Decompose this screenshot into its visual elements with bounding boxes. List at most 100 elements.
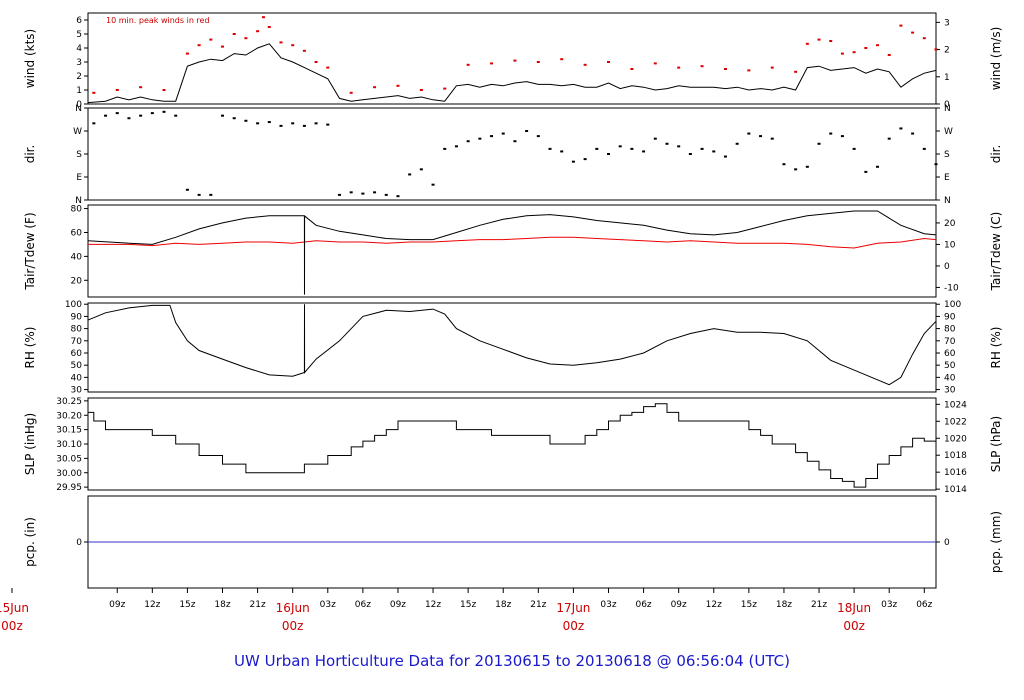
x-hour-tick-label: 09z — [109, 600, 125, 610]
dir-series-0-point — [840, 135, 844, 138]
x-hour-tick-label: 15z — [741, 600, 757, 610]
x-hour-tick-label: 03z — [600, 600, 616, 610]
rh-left-tick-label: 100 — [65, 300, 82, 310]
rh-left-tick-label: 70 — [71, 337, 83, 347]
wind-series-1-point — [876, 44, 880, 47]
x-hour-tick-label: 03z — [320, 600, 336, 610]
dir-series-0-point — [373, 191, 377, 194]
dir-series-0-point — [548, 147, 552, 150]
dir-series-0-point — [279, 124, 283, 127]
dir-series-0-point — [876, 165, 880, 168]
dir-series-0-point — [887, 137, 891, 140]
wind-series-1-point — [197, 44, 201, 47]
wind-series-1-point — [490, 62, 494, 65]
wind-left-tick-label: 4 — [76, 44, 82, 54]
rh-left-tick-label: 30 — [71, 386, 83, 396]
dir-series-0-point — [595, 147, 599, 150]
wind-series-1-point — [934, 48, 938, 51]
dir-series-0-point — [899, 127, 903, 130]
dir-series-0-point — [852, 147, 856, 150]
x-day-label: 15Jun — [0, 601, 29, 615]
dir-left-tick-label: E — [76, 173, 82, 183]
rh-right-tick-label: 100 — [944, 300, 961, 310]
rh-right-tick-label: 70 — [944, 337, 956, 347]
x-hour-tick-label: 06z — [635, 600, 651, 610]
dir-series-0-point — [197, 193, 201, 196]
wind-series-1-point — [864, 47, 868, 49]
pcp-ylabel-right: pcp. (mm) — [989, 511, 1003, 573]
dir-series-0-point — [384, 193, 388, 196]
rh-left-tick-label: 50 — [71, 361, 83, 371]
x-hour-tick-label: 12z — [144, 600, 160, 610]
dir-series-0-point — [571, 160, 575, 163]
temp-left-tick-label: 40 — [71, 252, 83, 262]
dir-series-0-point — [349, 191, 353, 194]
slp-left-tick-label: 30.00 — [56, 469, 82, 479]
x-hour-tick-label: 06z — [916, 600, 932, 610]
dir-series-0-point — [618, 145, 622, 148]
rh-right-tick-label: 50 — [944, 361, 956, 371]
x-day-label: 17Jun — [556, 601, 590, 615]
wind-series-1-point — [852, 51, 856, 54]
dir-series-0-point — [127, 117, 131, 120]
temp-ylabel-right: Tair/Tdew (C) — [989, 212, 1003, 292]
dir-series-0-point — [560, 150, 564, 153]
temp-left-tick-label: 20 — [71, 276, 83, 286]
dir-series-0-point — [244, 119, 248, 122]
dir-right-tick-label: N — [944, 104, 951, 114]
wind-series-1-point — [840, 52, 844, 55]
temp-right-tick-label: 0 — [944, 262, 950, 272]
dir-series-0-point — [700, 147, 704, 150]
rh-ylabel-left: RH (%) — [23, 327, 37, 369]
slp-ylabel-right: SLP (hPa) — [989, 416, 1003, 472]
wind-left-tick-label: 1 — [76, 86, 82, 96]
temp-left-tick-label: 60 — [71, 228, 83, 238]
wind-series-1-point — [794, 70, 798, 73]
slp-right-tick-label: 1018 — [944, 451, 967, 461]
dir-series-0-point — [864, 170, 868, 173]
dir-panel-frame — [87, 107, 937, 201]
dir-series-0-point — [419, 168, 423, 171]
slp-ylabel-left: SLP (inHg) — [23, 413, 37, 475]
slp-right-tick-label: 1016 — [944, 468, 967, 478]
slp-right-tick-label: 1024 — [944, 400, 967, 410]
wind-series-1-point — [443, 87, 447, 90]
dir-series-0-point — [408, 173, 412, 176]
dir-series-0-point — [688, 153, 692, 155]
dir-series-0-point — [911, 132, 915, 135]
wind-series-1-point — [139, 86, 143, 89]
dir-series-0-point — [302, 124, 306, 127]
dir-series-0-point — [454, 145, 458, 148]
dir-series-0-point — [326, 123, 330, 126]
dir-series-0-point — [747, 132, 751, 135]
temp-right-tick-label: 20 — [944, 219, 956, 229]
dir-series-0-point — [653, 137, 657, 140]
dir-left-tick-label: S — [76, 150, 82, 160]
wind-series-1-point — [513, 59, 517, 62]
wind-series-1-point — [560, 58, 564, 61]
wind-panel-frame — [87, 12, 937, 105]
x-day-label: 18Jun — [837, 601, 871, 615]
x-hour-tick-label: 21z — [250, 600, 266, 610]
x-hour-tick-label: 09z — [390, 600, 406, 610]
wind-series-1-point — [747, 69, 751, 72]
dir-series-0-point — [934, 163, 938, 166]
dir-series-0-point — [782, 163, 786, 166]
wind-series-1-point — [700, 65, 704, 68]
x-hour-tick-label: 21z — [811, 600, 827, 610]
wind-series-1-point — [583, 63, 587, 66]
dir-series-0-point — [665, 142, 669, 145]
wind-series-1-point — [677, 66, 681, 69]
temp-ylabel-left: Tair/Tdew (F) — [23, 212, 37, 290]
pcp-left-tick-label: 0 — [76, 538, 82, 548]
dir-series-0-point — [525, 130, 529, 132]
dir-series-0-point — [150, 112, 154, 115]
wind-left-tick-label: 3 — [76, 58, 82, 68]
rh-left-tick-label: 90 — [71, 312, 83, 322]
slp-series-0-step — [88, 403, 937, 488]
slp-right-tick-label: 1014 — [944, 485, 967, 495]
wind-series-1-point — [922, 37, 926, 40]
slp-left-tick-label: 30.25 — [56, 397, 82, 407]
dir-series-0-point — [536, 135, 540, 138]
slp-left-tick-label: 30.15 — [56, 426, 82, 436]
